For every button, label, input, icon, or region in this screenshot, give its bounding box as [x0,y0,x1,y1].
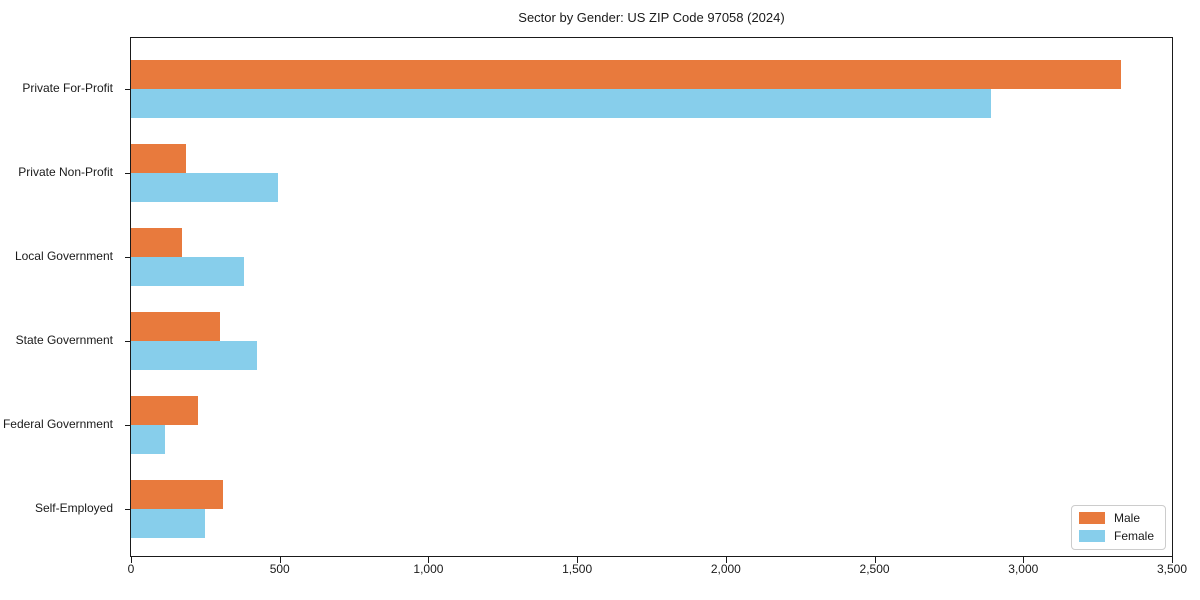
y-label-self-employed: Self-Employed [34,501,113,515]
y-tick-private-for-profit [125,89,131,90]
x-tick-3500 [1172,557,1173,563]
y-tick-local-government [125,257,131,258]
y-label-state-government: State Government [15,333,113,347]
legend: Male Female [1070,505,1166,550]
x-label-2000: 2,000 [710,562,741,576]
x-tick-2000 [725,557,727,563]
x-label-1500: 1,500 [562,562,593,576]
y-tick-state-government [125,341,131,342]
plot-area: Male Female [125,37,1173,563]
x-tick-2500 [874,557,876,563]
legend-entry-female: Female [1078,529,1154,543]
y-tick-federal-government [125,425,131,426]
legend-entry-male: Male [1078,511,1154,525]
bar-male-state-government [131,312,221,341]
legend-swatch-male [1078,512,1105,524]
y-label-local-government: Local Government [14,249,113,263]
bar-male-private-for-profit [131,60,1122,89]
y-label-private-for-profit: Private For-Profit [22,81,113,95]
legend-label-male: Male [1113,511,1140,525]
x-label-500: 500 [269,562,290,576]
y-tick-private-non-profit [125,173,131,174]
y-label-private-non-profit: Private Non-Profit [18,165,113,179]
bar-female-private-non-profit [131,173,279,202]
x-label-3000: 3,000 [1008,562,1039,576]
bar-female-private-for-profit [131,89,991,118]
chart-title: Sector by Gender: US ZIP Code 97058 (202… [518,10,785,25]
x-tick-0 [131,557,132,563]
x-label-2500: 2,500 [859,562,890,576]
x-tick-1500 [577,557,579,563]
x-label-0: 0 [127,562,135,576]
legend-label-female: Female [1113,529,1154,543]
y-tick-self-employed [125,509,131,510]
bar-female-local-government [131,257,245,286]
x-tick-3000 [1023,557,1025,563]
x-tick-500 [279,557,281,563]
y-axis-labels: Private For-Profit Private Non-Profit Loca… [0,37,121,557]
y-label-federal-government: Federal Government [2,417,113,431]
bar-female-federal-government [131,425,166,454]
x-label-1000: 1,000 [413,562,444,576]
bar-female-state-government [131,341,258,370]
bar-male-federal-government [131,396,198,425]
bar-male-private-non-profit [131,144,187,173]
bar-male-self-employed [131,480,224,509]
x-tick-1000 [428,557,430,563]
legend-swatch-female [1078,530,1105,542]
x-label-3500: 3,500 [1156,562,1188,576]
bar-male-local-government [131,228,182,257]
x-axis-labels: 0 500 1,000 1,500 2,000 2,500 3,000 3,500 [127,562,1187,583]
bar-female-self-employed [131,509,206,538]
